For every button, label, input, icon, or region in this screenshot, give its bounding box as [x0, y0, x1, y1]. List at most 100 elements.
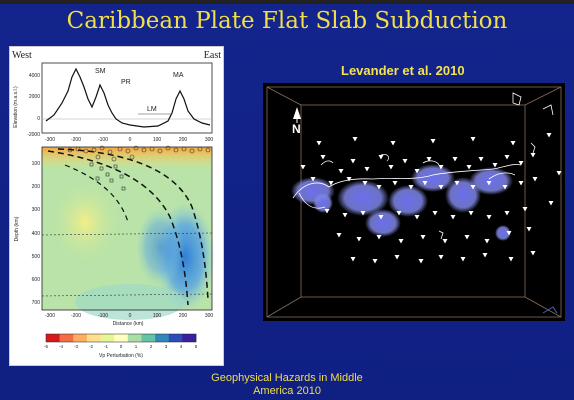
cbar-tick-9: 4 [180, 344, 183, 349]
station-marker [450, 215, 456, 220]
station-marker [336, 233, 342, 238]
bottom-dist-tick-5: 200 [179, 313, 188, 319]
station-marker [492, 163, 498, 168]
colorbar-swatch [114, 334, 129, 342]
station-marker [530, 251, 536, 256]
station-marker [376, 235, 382, 240]
discontinuity-410 [41, 232, 213, 236]
station-marker [518, 161, 524, 166]
peak-label-pr: PR [121, 79, 131, 86]
peak-label-lm: LM [147, 106, 157, 113]
cbar-tick-6: 1 [135, 344, 138, 349]
station-marker [506, 231, 512, 236]
elevation-plot-frame [41, 62, 213, 134]
station-marker [532, 177, 538, 182]
cbar-tick-10: 5 [195, 344, 198, 349]
elev-tick-neg2000: -2000 [27, 132, 40, 138]
depth-ylabel: Depth (km) [14, 216, 20, 241]
station-marker [546, 133, 552, 138]
discontinuity-660 [41, 293, 213, 297]
top-dist-tick-5: 200 [179, 137, 188, 143]
elev-tick-2000: 2000 [29, 94, 40, 100]
peak-label-ma: MA [173, 72, 184, 79]
station-marker [372, 259, 378, 264]
station-markers [300, 133, 562, 264]
depth-tick-100: 100 [32, 161, 41, 167]
station-marker [376, 185, 382, 190]
bottom-dist-tick-2: -100 [98, 313, 108, 319]
bottom-dist-tick-3: 0 [129, 313, 132, 319]
east-label: East [204, 50, 221, 61]
colorbar-swatch [59, 334, 74, 342]
station-marker [438, 255, 444, 260]
station-marker [486, 181, 492, 186]
station-marker [422, 181, 428, 186]
colorbar-swatch [182, 334, 197, 342]
footer: Geophysical Hazards in Middle America 20… [175, 372, 399, 398]
top-dist-tick-1: -200 [71, 137, 81, 143]
station-marker [522, 207, 528, 212]
elevation-profile [45, 67, 211, 128]
station-marker [394, 255, 400, 260]
coastlines [292, 92, 554, 240]
elev-tick-0: 0 [37, 116, 40, 122]
depth-tick-500: 500 [32, 254, 41, 260]
cbar-tick-8: 3 [165, 344, 168, 349]
colorbar-swatch [100, 334, 115, 342]
footer-line-1: Geophysical Hazards in Middle [211, 372, 363, 384]
bottom-dist-tick-1: -200 [71, 313, 81, 319]
colorbar-swatch [127, 334, 142, 342]
bottom-dist-tick-0: -300 [45, 313, 55, 319]
station-marker [432, 211, 438, 216]
station-marker [426, 157, 432, 162]
station-marker [328, 181, 334, 186]
station-marker [460, 257, 466, 262]
station-marker [418, 259, 424, 264]
station-marker [396, 211, 402, 216]
station-marker [338, 169, 344, 174]
elevation-ylabel: Elevation (m.a.s.l.) [13, 86, 19, 128]
station-marker [352, 137, 358, 142]
station-marker [526, 227, 532, 232]
station-marker [556, 171, 562, 176]
depth-tick-200: 200 [32, 184, 41, 190]
station-marker [350, 159, 356, 164]
tomography-3d-view: N [263, 83, 565, 321]
slab-top-line [47, 150, 189, 306]
station-marker [408, 185, 414, 190]
station-marker [378, 155, 384, 160]
peak-label-sm: SM [95, 68, 106, 75]
station-marker [504, 211, 510, 216]
depth-tick-700: 700 [32, 300, 41, 306]
station-marker [518, 181, 524, 186]
colorbar-swatch [73, 334, 88, 342]
citation: Levander et al. 2010 [341, 63, 465, 78]
station-marker [438, 165, 444, 170]
station-marker [482, 253, 488, 258]
colorbar-border [45, 333, 197, 343]
station-marker [320, 155, 326, 160]
top-dist-tick-3: 0 [129, 137, 132, 143]
slab-inner-line [64, 164, 129, 223]
station-marker [414, 215, 420, 220]
station-marker [468, 211, 474, 216]
slab-bottom-line [57, 148, 209, 300]
station-marker [388, 165, 394, 170]
cbar-tick-3: -2 [89, 344, 93, 349]
colorbar-swatch [155, 334, 170, 342]
station-marker [300, 165, 306, 170]
cbar-tick-1: -4 [59, 344, 63, 349]
axis-indicator-icon [542, 306, 558, 314]
seismicity-markers [67, 145, 211, 191]
depth-tick-400: 400 [32, 231, 41, 237]
bottom-dist-tick-6: 300 [205, 313, 214, 319]
colorbar-swatch [141, 334, 156, 342]
colorbar-swatch [46, 334, 60, 342]
station-marker [466, 165, 472, 170]
top-dist-tick-4: 100 [153, 137, 162, 143]
velocity-anomalies [291, 164, 513, 241]
bottom-dist-tick-4: 100 [153, 313, 162, 319]
station-marker [392, 181, 398, 186]
elev-tick-4000: 4000 [29, 73, 40, 79]
station-marker [470, 185, 476, 190]
